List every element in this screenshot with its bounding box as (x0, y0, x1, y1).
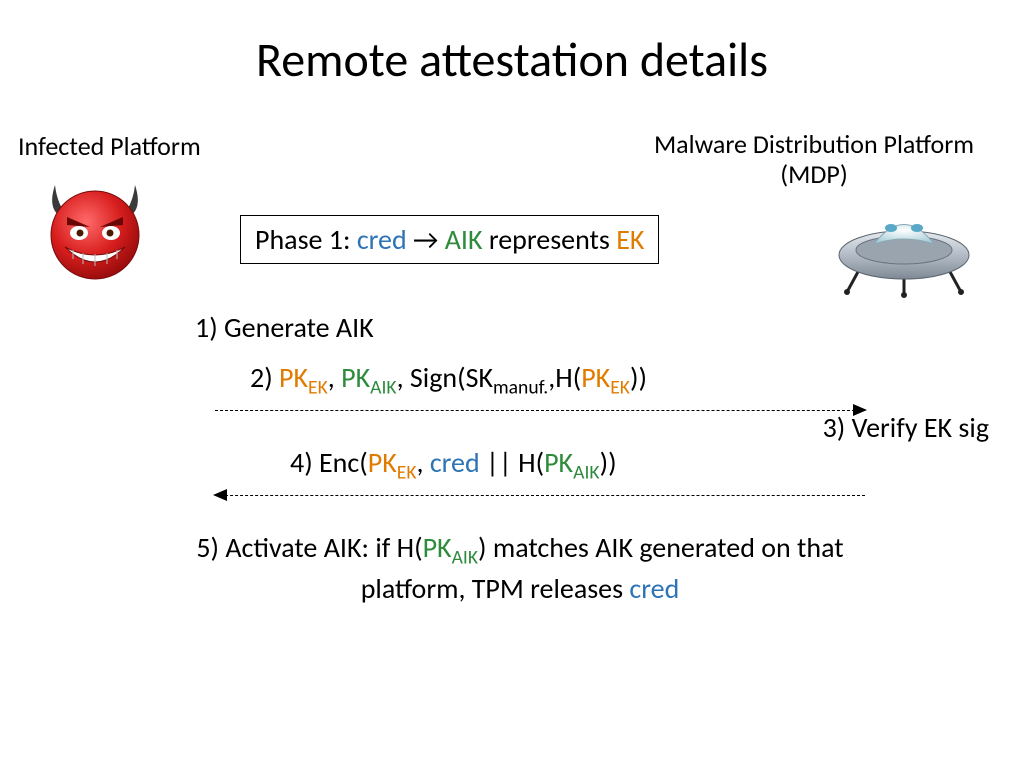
step5-cred: cred (629, 571, 679, 606)
step2-sep1: , (328, 360, 341, 395)
step4-cred: cred (430, 445, 480, 480)
phase-box: Phase 1: cred → AIK represents EK (240, 215, 659, 264)
step2-sep3: ,H( (548, 360, 581, 395)
step4-aik-sub: AIK (573, 461, 599, 485)
arrow-left-head (213, 489, 227, 501)
ufo-icon (829, 200, 979, 300)
devil-icon (35, 175, 155, 285)
right-label-line2: (MDP) (780, 158, 847, 190)
step2-ek-sub: EK (308, 376, 328, 400)
step4-close: )) (600, 445, 617, 480)
right-platform-label: Malware Distribution Platform (MDP) (614, 130, 1014, 190)
phase-arrow: → (407, 222, 445, 257)
step-4: 4) Enc(PKEK, cred || H(PKAIK)) (290, 445, 617, 485)
step-1: 1) Generate AIK (195, 310, 374, 345)
step2-ek-sub2: EK (610, 376, 630, 400)
arrow-right (215, 405, 865, 415)
arrow-right-line (215, 410, 865, 411)
step2-pk2: PK (341, 360, 370, 395)
arrow-left-line (215, 495, 865, 496)
right-label-line1: Malware Distribution Platform (654, 128, 974, 160)
phase-ek: EK (616, 222, 644, 257)
step4-ek-sub: EK (397, 461, 417, 485)
step5-pk: PK (423, 530, 452, 565)
step2-pk1: PK (279, 360, 308, 395)
step-2: 2) PKEK, PKAIK, Sign(SKmanuf.,H(PKEK)) (250, 360, 647, 400)
phase-aik: AIK (445, 222, 483, 257)
phase-represents: represents (483, 222, 617, 257)
step5-a: 5) Activate AIK: if H( (196, 530, 422, 565)
phase-prefix: Phase 1: (255, 222, 357, 257)
step2-aik-sub: AIK (370, 376, 396, 400)
step2-manuf: manuf. (493, 376, 548, 400)
step2-num: 2) (250, 360, 279, 395)
left-platform-label: Infected Platform (18, 130, 201, 162)
step5-aik-sub: AIK (452, 546, 478, 570)
step2-close: )) (630, 360, 647, 395)
step4-pk1: PK (368, 445, 397, 480)
step4-pk2: PK (544, 445, 573, 480)
step4-sep1: , (417, 445, 430, 480)
step2-pk3: PK (581, 360, 610, 395)
slide-title: Remote attestation details (0, 30, 1024, 89)
step4-sep2: || H( (480, 445, 544, 480)
step-5: 5) Activate AIK: if H(PKAIK) matches AIK… (190, 530, 850, 607)
step2-sep2: , Sign(SK (397, 360, 493, 395)
arrow-left (215, 490, 865, 500)
step-3: 3) Verify EK sig (823, 410, 989, 445)
step4-n: 4) Enc( (290, 445, 368, 480)
phase-cred: cred (357, 222, 407, 257)
